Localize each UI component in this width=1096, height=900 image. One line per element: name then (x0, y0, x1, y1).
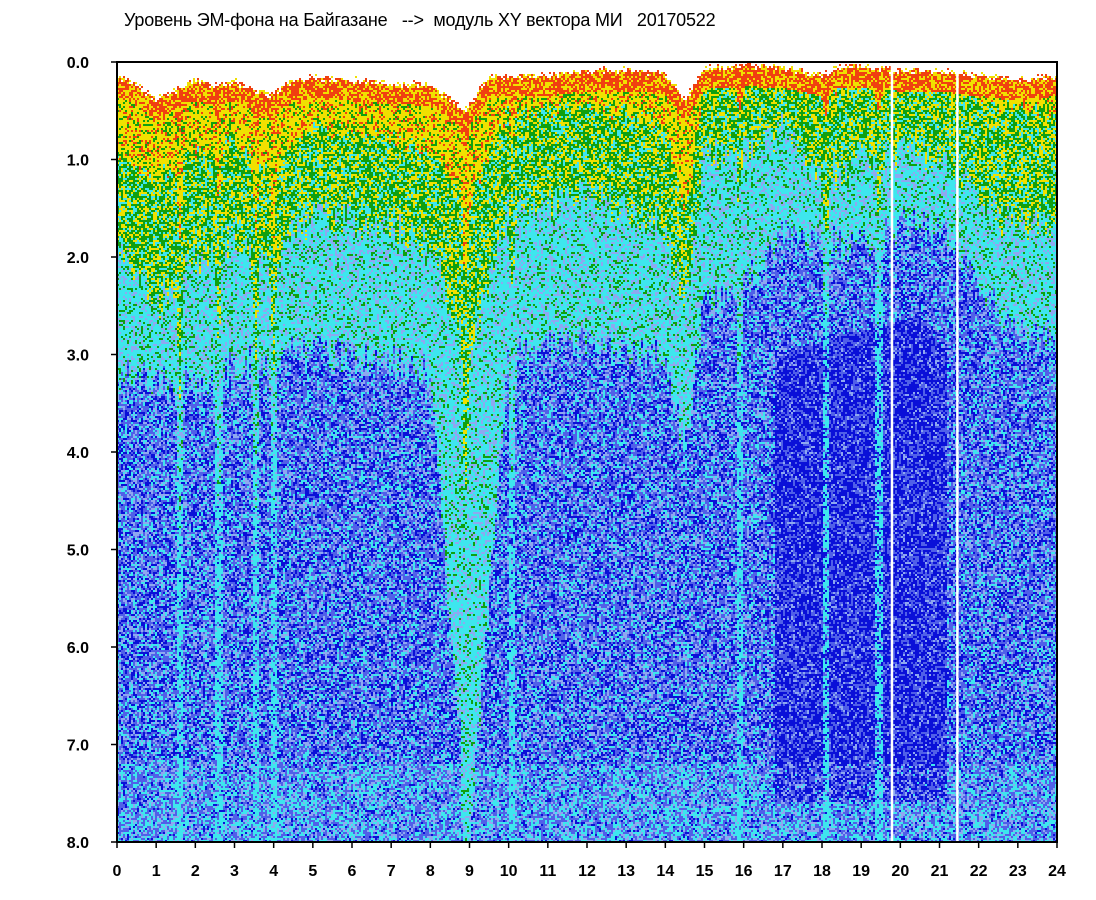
y-tick-label: 3.0 (67, 348, 89, 365)
y-tick-label: 2.0 (67, 250, 89, 267)
x-tick-label: 5 (308, 863, 317, 880)
chart-title: Уровень ЭМ-фона на Байгазане --> модуль … (124, 10, 716, 30)
x-tick-label: 4 (269, 863, 278, 880)
x-tick-label: 13 (617, 863, 635, 880)
y-axis: 0.0 1.0 2.0 3.0 4.0 5.0 6.0 7.0 8.0 (67, 55, 117, 852)
x-tick-label: 8 (426, 863, 435, 880)
x-tick-label: 16 (735, 863, 753, 880)
x-tick-label: 1 (152, 863, 161, 880)
x-tick-label: 15 (696, 863, 714, 880)
x-tick-label: 7 (387, 863, 396, 880)
x-tick-label: 9 (465, 863, 474, 880)
x-tick-label: 3 (230, 863, 239, 880)
x-tick-label: 22 (970, 863, 988, 880)
x-tick-label: 19 (852, 863, 870, 880)
y-tick-label: 6.0 (67, 640, 89, 657)
x-tick-label: 0 (113, 863, 122, 880)
y-tick-label: 4.0 (67, 445, 89, 462)
x-tick-label: 21 (931, 863, 949, 880)
y-tick-label: 8.0 (67, 835, 89, 852)
x-tick-label: 20 (891, 863, 909, 880)
x-tick-label: 17 (774, 863, 792, 880)
y-tick-label: 1.0 (67, 153, 89, 170)
x-tick-label: 18 (813, 863, 831, 880)
x-tick-label: 2 (191, 863, 200, 880)
data-gap-0 (890, 62, 894, 842)
x-axis: 0 1 2 3 4 5 6 7 8 9 10 11 12 13 14 15 16 17 18 19 20 21 22 23 24 (113, 842, 1066, 880)
x-tick-label: 12 (578, 863, 596, 880)
x-tick-label: 11 (539, 863, 556, 880)
x-tick-label: 23 (1009, 863, 1027, 880)
heatmap-raster (117, 62, 1057, 842)
y-tick-label: 7.0 (67, 738, 89, 755)
y-tick-label: 5.0 (67, 543, 89, 560)
y-tick-label: 0.0 (67, 55, 89, 72)
data-gap-1 (956, 62, 959, 842)
x-tick-label: 6 (348, 863, 357, 880)
x-tick-label: 14 (656, 863, 674, 880)
x-tick-label: 24 (1048, 863, 1066, 880)
plot-area (117, 62, 1057, 842)
x-tick-label: 10 (500, 863, 518, 880)
